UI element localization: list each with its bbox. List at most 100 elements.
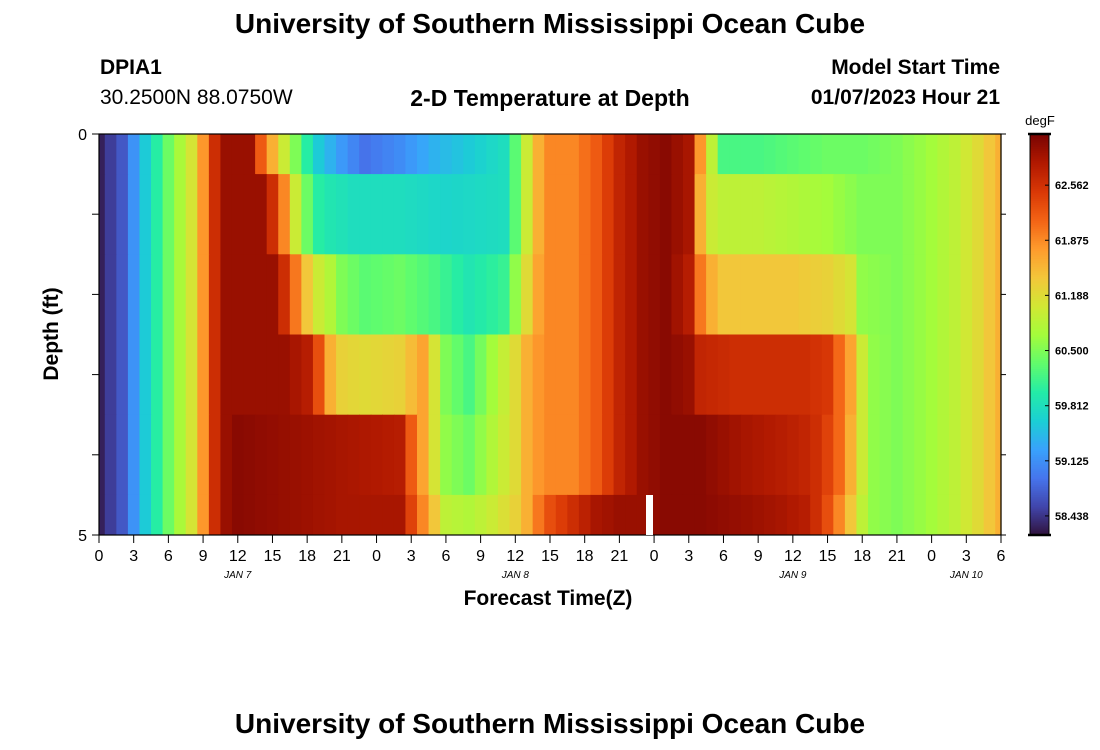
heatmap-cell bbox=[879, 334, 892, 416]
heatmap-cell bbox=[694, 494, 707, 536]
heatmap-cell bbox=[798, 494, 811, 536]
colorbar-swatch bbox=[1030, 374, 1049, 378]
heatmap-cell bbox=[255, 414, 268, 496]
colorbar-swatch bbox=[1030, 216, 1049, 219]
heatmap-cell bbox=[972, 174, 985, 255]
colorbar-swatch bbox=[1030, 286, 1049, 289]
colorbar-swatch bbox=[1030, 344, 1049, 348]
colorbar-swatch bbox=[1030, 458, 1049, 462]
colorbar-swatch bbox=[1030, 496, 1049, 500]
heatmap-cell bbox=[116, 414, 129, 496]
colorbar-swatch bbox=[1030, 416, 1049, 420]
heatmap-cell bbox=[787, 494, 800, 536]
heatmap-cell bbox=[393, 254, 407, 335]
colorbar-swatch bbox=[1030, 306, 1049, 309]
heatmap-cell bbox=[347, 254, 360, 335]
heatmap-cell bbox=[706, 334, 719, 416]
heatmap-cell bbox=[197, 414, 210, 496]
heatmap-cell bbox=[393, 334, 407, 416]
heatmap-cell bbox=[428, 334, 441, 416]
heatmap-cell bbox=[856, 494, 869, 536]
colorbar-swatch bbox=[1030, 280, 1049, 283]
colorbar-swatch bbox=[1030, 204, 1049, 207]
colorbar-swatch bbox=[1030, 476, 1049, 480]
heatmap-cell bbox=[948, 134, 962, 175]
x-tick-label: 9 bbox=[199, 548, 208, 565]
colorbar-swatch bbox=[1030, 308, 1049, 311]
colorbar-swatch bbox=[1030, 256, 1049, 259]
heatmap-cell bbox=[359, 414, 372, 496]
heatmap-cell bbox=[544, 494, 557, 536]
x-tick-label: 3 bbox=[962, 548, 971, 565]
colorbar-swatch bbox=[1030, 278, 1049, 281]
heatmap-cell bbox=[382, 334, 395, 416]
heatmap-cell bbox=[382, 174, 395, 255]
heatmap-cell bbox=[983, 134, 996, 175]
colorbar-swatch bbox=[1030, 214, 1049, 217]
colorbar-swatch bbox=[1030, 356, 1049, 360]
heatmap-cell bbox=[127, 254, 141, 335]
heatmap-cell bbox=[555, 494, 568, 536]
colorbar-swatch bbox=[1030, 428, 1049, 432]
heatmap-cell bbox=[428, 254, 441, 335]
heatmap-cell bbox=[208, 174, 222, 255]
heatmap-cell bbox=[868, 254, 881, 335]
heatmap-cell bbox=[428, 494, 441, 536]
heatmap-cell bbox=[301, 174, 314, 255]
heatmap-cell bbox=[590, 334, 603, 416]
colorbar-swatch bbox=[1030, 168, 1049, 171]
heatmap-cell bbox=[717, 414, 730, 496]
heatmap-cell bbox=[740, 254, 753, 335]
colorbar-swatch bbox=[1030, 422, 1049, 426]
heatmap-cell bbox=[856, 334, 869, 416]
heatmap-cell bbox=[960, 414, 973, 496]
colorbar-swatch bbox=[1030, 402, 1049, 406]
x-tick-label: 15 bbox=[819, 548, 837, 565]
heatmap-cell bbox=[544, 334, 557, 416]
heatmap-cell bbox=[648, 334, 661, 416]
heatmap-cell bbox=[833, 134, 846, 175]
heatmap-cell bbox=[775, 334, 788, 416]
heatmap-cell bbox=[682, 494, 696, 536]
heatmap-cell bbox=[463, 494, 476, 536]
heatmap-cell bbox=[162, 174, 175, 255]
heatmap-cell bbox=[116, 134, 129, 175]
heatmap-cell bbox=[474, 494, 487, 536]
heatmap-cell bbox=[659, 174, 673, 255]
heatmap-cell bbox=[868, 414, 881, 496]
colorbar-swatch bbox=[1030, 332, 1049, 335]
colorbar-swatch bbox=[1030, 284, 1049, 287]
colorbar-swatch bbox=[1030, 396, 1049, 400]
heatmap-cell bbox=[810, 334, 823, 416]
heatmap-cell bbox=[590, 494, 603, 536]
colorbar-swatch bbox=[1030, 414, 1049, 418]
heatmap-cell bbox=[243, 254, 256, 335]
heatmap-cell bbox=[613, 174, 626, 255]
heatmap-cell bbox=[613, 134, 626, 175]
colorbar-swatch bbox=[1030, 144, 1049, 147]
colorbar-swatch bbox=[1030, 432, 1049, 436]
colorbar-swatch bbox=[1030, 468, 1049, 472]
colorbar-swatch bbox=[1030, 192, 1049, 195]
heatmap-cell bbox=[197, 134, 210, 175]
colorbar-swatch bbox=[1030, 420, 1049, 424]
heatmap-cell bbox=[717, 334, 730, 416]
heatmap-cell bbox=[671, 334, 684, 416]
heatmap-cell bbox=[879, 254, 892, 335]
colorbar-swatch bbox=[1030, 398, 1049, 402]
heatmap-cell bbox=[902, 414, 915, 496]
heatmap-cell bbox=[844, 334, 858, 416]
heatmap-cell bbox=[185, 334, 198, 416]
heatmap-cell bbox=[925, 134, 938, 175]
colorbar-swatch bbox=[1030, 466, 1049, 470]
heatmap-cell bbox=[602, 254, 615, 335]
colorbar-tick-label: 61.188 bbox=[1055, 290, 1089, 302]
heatmap-cell bbox=[336, 134, 349, 175]
heatmap-cell bbox=[821, 414, 834, 496]
heatmap-cell bbox=[393, 414, 407, 496]
heatmap-cell bbox=[659, 254, 673, 335]
heatmap-cell bbox=[844, 254, 858, 335]
colorbar-swatch bbox=[1030, 382, 1049, 386]
x-tick-label: 0 bbox=[95, 548, 104, 565]
colorbar-swatch bbox=[1030, 362, 1049, 366]
